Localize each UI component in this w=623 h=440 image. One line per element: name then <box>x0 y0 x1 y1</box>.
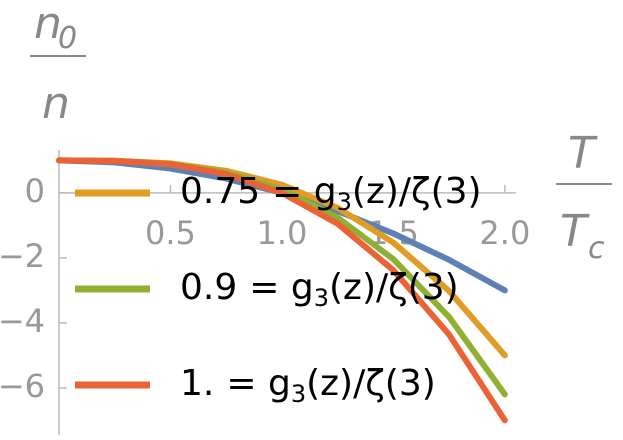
legend-item: 0.9 = g3(z)/ζ(3) <box>75 267 459 312</box>
legend-value: 1. <box>180 363 214 404</box>
y-axis-label: n 0 n <box>30 0 86 129</box>
x-tick-label: 1.0 <box>256 214 307 252</box>
legend-expr: = g <box>226 363 290 404</box>
legend-label: 0.75 = g3(z)/ζ(3) <box>180 171 482 216</box>
legend-label: 0.9 = g3(z)/ζ(3) <box>180 267 459 312</box>
y-label-denominator: n <box>42 78 70 129</box>
y-label-numerator: n <box>34 0 62 49</box>
series-line <box>56 157 508 424</box>
y-tick-label: −2 <box>0 237 45 275</box>
legend-expr-sub: 3 <box>314 284 329 312</box>
legend-value: 0.9 <box>180 267 237 308</box>
legend-item: 0.75 = g3(z)/ζ(3) <box>75 171 482 216</box>
legend-value: 0.75 <box>180 171 260 212</box>
x-axis-label: T T c <box>556 128 612 266</box>
legend-expr: = g <box>249 267 313 308</box>
legend-label: 1. = g3(z)/ζ(3) <box>180 363 436 408</box>
legend-expr-sub: 3 <box>291 380 306 408</box>
legend-expr: = g <box>272 171 336 212</box>
y-tick-label: 0 <box>25 172 45 210</box>
y-label-sub: 0 <box>58 21 77 56</box>
x-label-denominator: T <box>560 206 590 257</box>
legend-expr-rest: (z)/ζ(3) <box>352 171 482 212</box>
y-tick-label: −4 <box>0 302 45 340</box>
x-label-numerator: T <box>568 128 598 179</box>
x-tick-label: 0.5 <box>145 214 196 252</box>
x-tick-label: 2.0 <box>479 214 530 252</box>
legend-expr-sub: 3 <box>337 188 352 216</box>
legend-expr-rest: (z)/ζ(3) <box>306 363 436 404</box>
x-label-sub: c <box>588 231 605 266</box>
legend-item: 1. = g3(z)/ζ(3) <box>75 363 436 408</box>
y-tick-label: −6 <box>0 367 45 405</box>
legend-expr-rest: (z)/ζ(3) <box>329 267 459 308</box>
